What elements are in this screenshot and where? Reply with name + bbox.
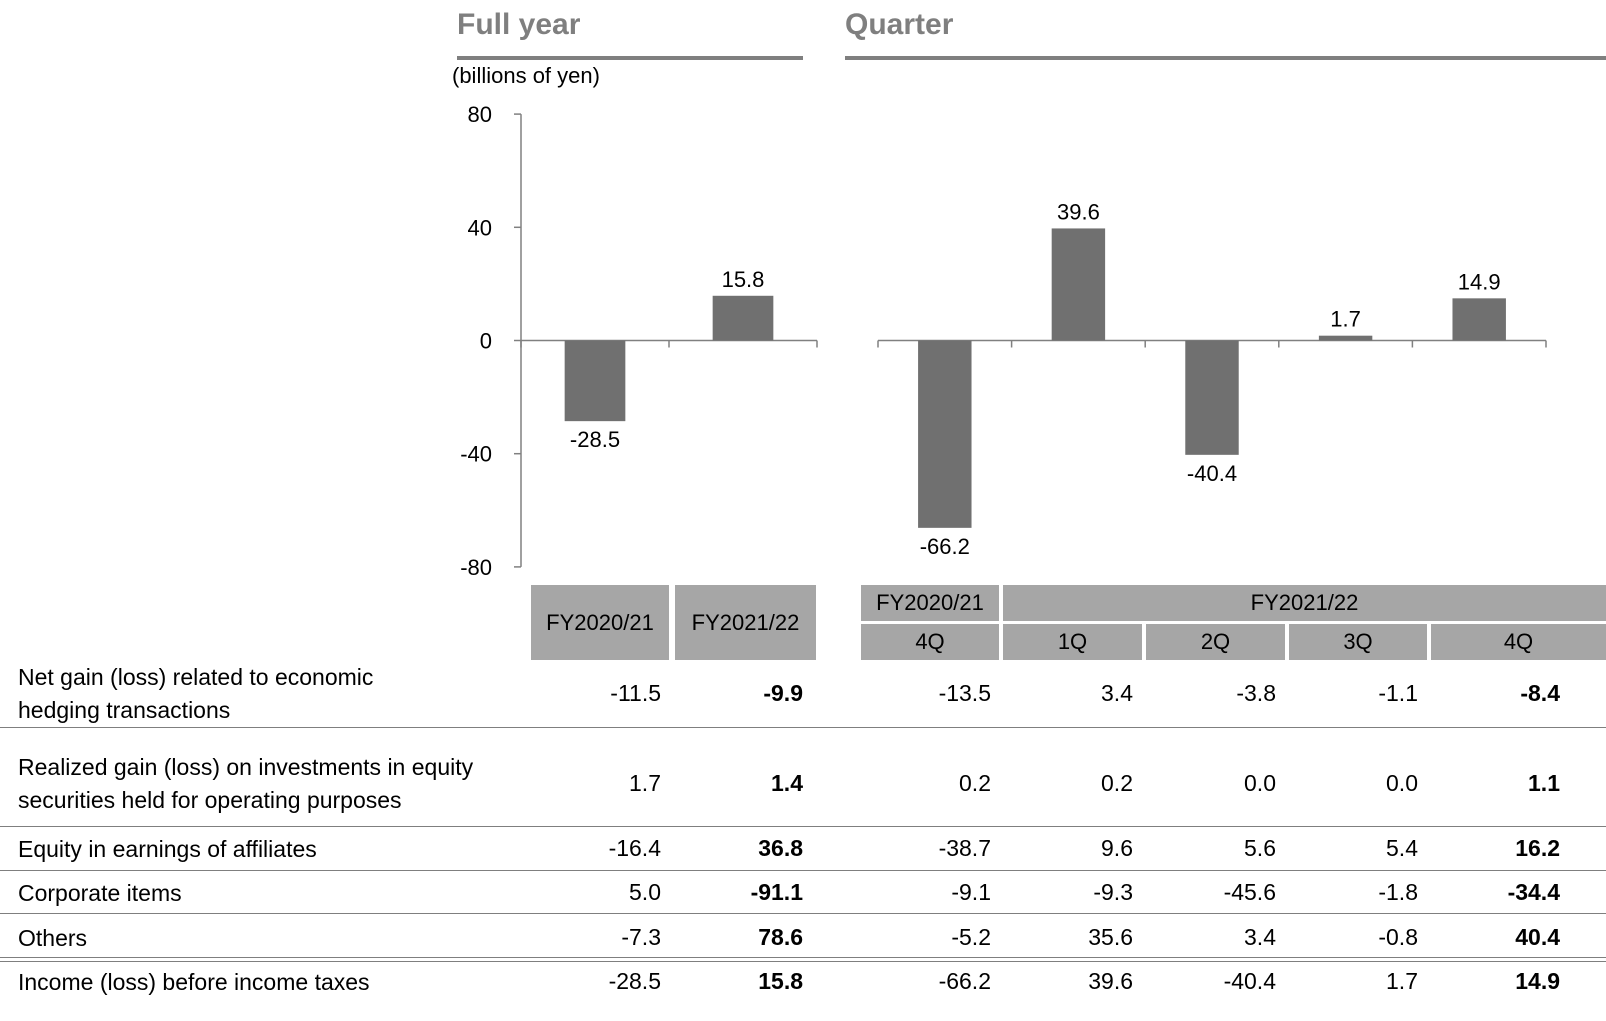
- table-cell: 0.2: [959, 770, 991, 796]
- header-quarter-group-fy2020-21: FY2020/21: [861, 585, 999, 621]
- table-cell: -16.4: [608, 835, 661, 861]
- table-cell: 1.7: [629, 770, 661, 796]
- quarter-data-label: -66.2: [920, 534, 970, 559]
- table-cell: -40.4: [1223, 968, 1276, 994]
- quarter-bar: [1318, 335, 1373, 341]
- y-tick-label: -40: [460, 442, 492, 467]
- header-quarter-4q-prev: 4Q: [861, 624, 999, 660]
- table-cell: 3.4: [1244, 924, 1276, 950]
- table-cell: -34.4: [1507, 879, 1560, 905]
- table-cell: -0.8: [1378, 924, 1418, 950]
- header-quarter-1q: 1Q: [1003, 624, 1142, 660]
- quarter-data-label: 1.7: [1330, 307, 1361, 332]
- table-cell: -45.6: [1223, 879, 1276, 905]
- full-year-data-label: 15.8: [722, 267, 765, 292]
- table-cell: -91.1: [750, 879, 803, 905]
- table-cell: 16.2: [1515, 835, 1560, 861]
- quarter-data-label: 14.9: [1458, 269, 1501, 294]
- header-quarter-2q: 2Q: [1146, 624, 1285, 660]
- row-label-line: Income (loss) before income taxes: [18, 968, 370, 995]
- row-label-line: Net gain (loss) related to economic: [18, 664, 374, 690]
- units-label: (billions of yen): [452, 63, 600, 88]
- table-cell: 9.6: [1101, 835, 1133, 861]
- table-cell: 1.7: [1386, 968, 1418, 994]
- table-cell: 15.8: [758, 968, 803, 994]
- table-cell: 78.6: [758, 924, 803, 950]
- full-year-bar: [712, 295, 774, 341]
- table-cell: -38.7: [938, 835, 991, 861]
- row-label-line: Others: [18, 924, 88, 951]
- row-label: Realized gain (loss) on investments in e…: [18, 751, 473, 817]
- quarter-bar: [1452, 298, 1506, 341]
- row-label: Others: [18, 922, 87, 955]
- table-cell: -1.8: [1378, 879, 1418, 905]
- table-cell: 3.4: [1101, 680, 1133, 706]
- header-full-year-fy2021-22: FY2021/22: [675, 585, 816, 660]
- quarter-bar: [1185, 340, 1239, 455]
- total-double-divider: [0, 961, 1606, 962]
- table-cell: -9.3: [1093, 879, 1133, 905]
- table-cell: -9.9: [763, 680, 803, 706]
- table-cell: -1.1: [1378, 680, 1418, 706]
- row-label-line: Corporate items: [18, 879, 182, 906]
- quarter-bar: [1051, 228, 1106, 341]
- row-divider: [0, 913, 1606, 914]
- full-year-data-label: -28.5: [570, 427, 620, 452]
- table-cell: -9.1: [951, 879, 991, 905]
- table-cell: -66.2: [938, 968, 991, 994]
- table-cell: 5.6: [1244, 835, 1276, 861]
- y-tick-label: -80: [460, 555, 492, 580]
- table-cell: 39.6: [1088, 968, 1133, 994]
- row-divider: [0, 727, 1606, 728]
- total-double-divider: [0, 957, 1606, 958]
- table-cell: 36.8: [758, 835, 803, 861]
- header-quarter-group-fy2021-22: FY2021/22: [1003, 585, 1606, 621]
- row-label: Corporate items: [18, 877, 182, 910]
- table-cell: -7.3: [621, 924, 661, 950]
- header-full-year-fy2020-21: FY2020/21: [531, 585, 669, 660]
- row-label-line: hedging transactions: [18, 697, 231, 723]
- table-cell: -8.4: [1520, 680, 1560, 706]
- quarter-data-label: 39.6: [1057, 199, 1100, 224]
- table-cell: -5.2: [951, 924, 991, 950]
- quarter-data-label: -40.4: [1187, 461, 1237, 486]
- full-year-title: Full year: [457, 8, 581, 41]
- row-label: Net gain (loss) related to economic hedgi…: [18, 661, 373, 727]
- table-cell: 0.0: [1386, 770, 1418, 796]
- row-divider: [0, 870, 1606, 871]
- table-cell: 0.2: [1101, 770, 1133, 796]
- table-cell: 1.1: [1528, 770, 1560, 796]
- table-cell: -11.5: [610, 680, 661, 706]
- quarter-rule: [845, 56, 1606, 60]
- table-cell: 14.9: [1515, 968, 1560, 994]
- y-tick-label: 80: [468, 102, 492, 127]
- quarter-title: Quarter: [845, 8, 954, 41]
- table-cell: -3.8: [1236, 680, 1276, 706]
- table-cell: 40.4: [1515, 924, 1560, 950]
- y-tick-label: 40: [468, 215, 492, 240]
- row-label-line: Realized gain (loss) on investments in e…: [18, 754, 474, 780]
- row-label-line: Equity in earnings of affiliates: [18, 835, 317, 862]
- table-cell: 35.6: [1088, 924, 1133, 950]
- table-cell: -13.5: [938, 680, 991, 706]
- row-divider: [0, 826, 1606, 827]
- quarter-bar: [918, 340, 972, 528]
- table-cell: 5.4: [1386, 835, 1418, 861]
- full-year-bar: [564, 340, 626, 422]
- full-year-rule: [457, 56, 803, 60]
- table-cell: 5.0: [629, 879, 661, 905]
- table-cell: 0.0: [1244, 770, 1276, 796]
- header-quarter-4q: 4Q: [1431, 624, 1606, 660]
- table-cell: -28.5: [608, 968, 661, 994]
- y-tick-label: 0: [480, 329, 492, 354]
- row-label-line: securities held for operating purposes: [18, 787, 402, 813]
- table-cell: 1.4: [771, 770, 803, 796]
- row-label: Equity in earnings of affiliates: [18, 833, 317, 866]
- header-quarter-3q: 3Q: [1289, 624, 1427, 660]
- bar-chart: 80 40 0 -40 -80 -28.5 15.8 -66.2 39.6 -40.4 1.7 14.…: [460, 102, 1547, 580]
- row-label: Income (loss) before income taxes: [18, 966, 370, 999]
